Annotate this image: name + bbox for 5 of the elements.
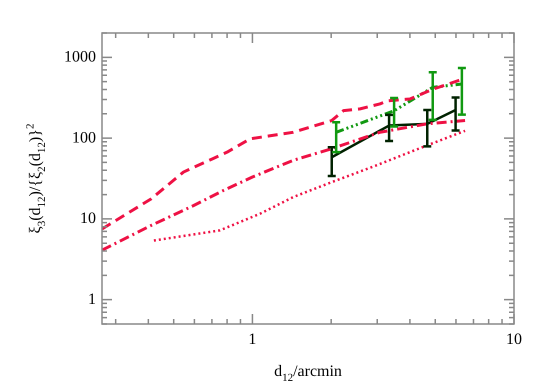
y-tick-label: 1: [88, 290, 96, 308]
y-tick-label: 10: [80, 210, 96, 228]
y-tick-label: 100: [72, 129, 96, 146]
y-tick-label: 1000: [64, 48, 96, 66]
text: ξ3(d12)/{ξ2(d12)}2: [24, 124, 48, 234]
